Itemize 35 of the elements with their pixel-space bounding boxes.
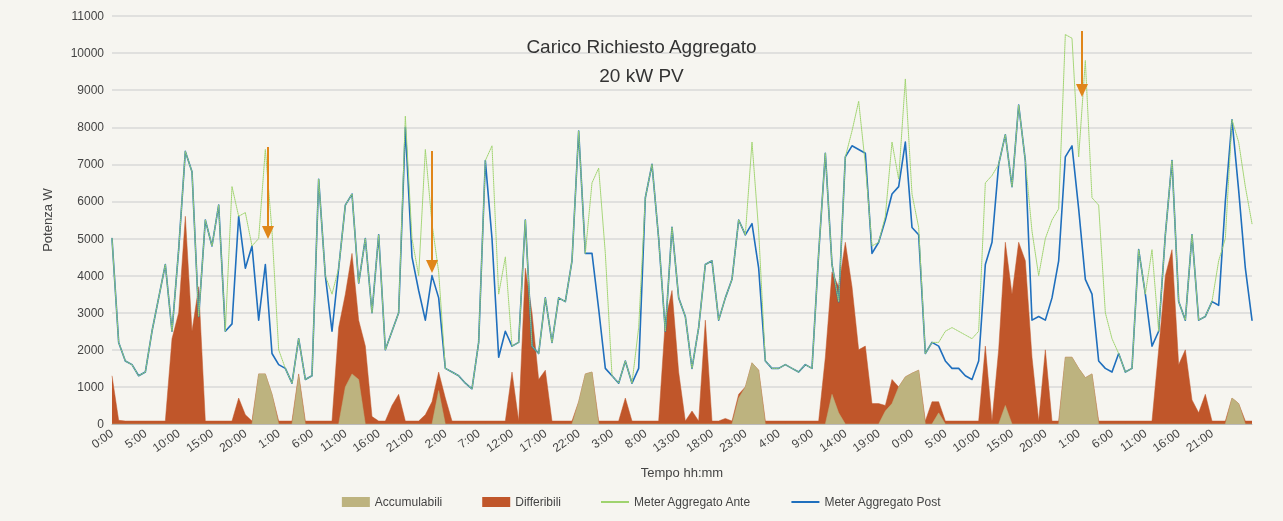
x-tick-label: 5:00 <box>922 426 950 452</box>
y-tick-label: 6000 <box>77 194 105 209</box>
legend-label: Accumulabili <box>374 495 443 509</box>
y-tick-label: 11000 <box>71 9 105 23</box>
x-tick-label: 0:00 <box>888 426 917 452</box>
x-tick-label: 1:00 <box>1055 426 1083 452</box>
x-tick-label: 7:00 <box>455 426 483 452</box>
y-tick-label: 0 <box>97 417 105 431</box>
line-series <box>111 104 1253 390</box>
y-tick-label: 3000 <box>77 305 105 320</box>
y-tick-label: 9000 <box>77 83 105 98</box>
y-tick-label: 5000 <box>77 231 105 246</box>
y-tick-label: 10000 <box>70 46 105 61</box>
y-tick-label: 8000 <box>77 120 105 135</box>
text: Carico Richiesto Aggregato <box>526 36 757 57</box>
y-tick-label: 1000 <box>77 379 105 394</box>
x-tick-label: 3:00 <box>588 426 617 452</box>
x-tick-label: 5:00 <box>122 426 150 452</box>
x-tick-label: 4:00 <box>755 426 783 452</box>
x-axis-title: Tempo hh:mm <box>640 465 724 480</box>
y-axis-title: Potenza W <box>40 187 55 252</box>
legend-label: Differibili <box>515 495 562 509</box>
y-tick-label: 4000 <box>77 268 105 283</box>
y-tick-label: 2000 <box>77 342 105 357</box>
x-tick-label: 1:00 <box>255 426 283 452</box>
x-tick-label: 6:00 <box>1088 426 1117 452</box>
line-series <box>111 34 1253 390</box>
x-tick-label: 8:00 <box>622 426 650 452</box>
x-tick-label: 2:00 <box>422 426 450 452</box>
y-tick-label: 7000 <box>77 157 105 172</box>
x-tick-label: 6:00 <box>288 426 317 452</box>
x-tick-label: 9:00 <box>788 426 817 452</box>
text: 20 kW PV <box>599 65 685 86</box>
legend-label: Meter Aggregato Post <box>824 495 942 509</box>
legend-label: Meter Aggregato Ante <box>634 495 751 509</box>
